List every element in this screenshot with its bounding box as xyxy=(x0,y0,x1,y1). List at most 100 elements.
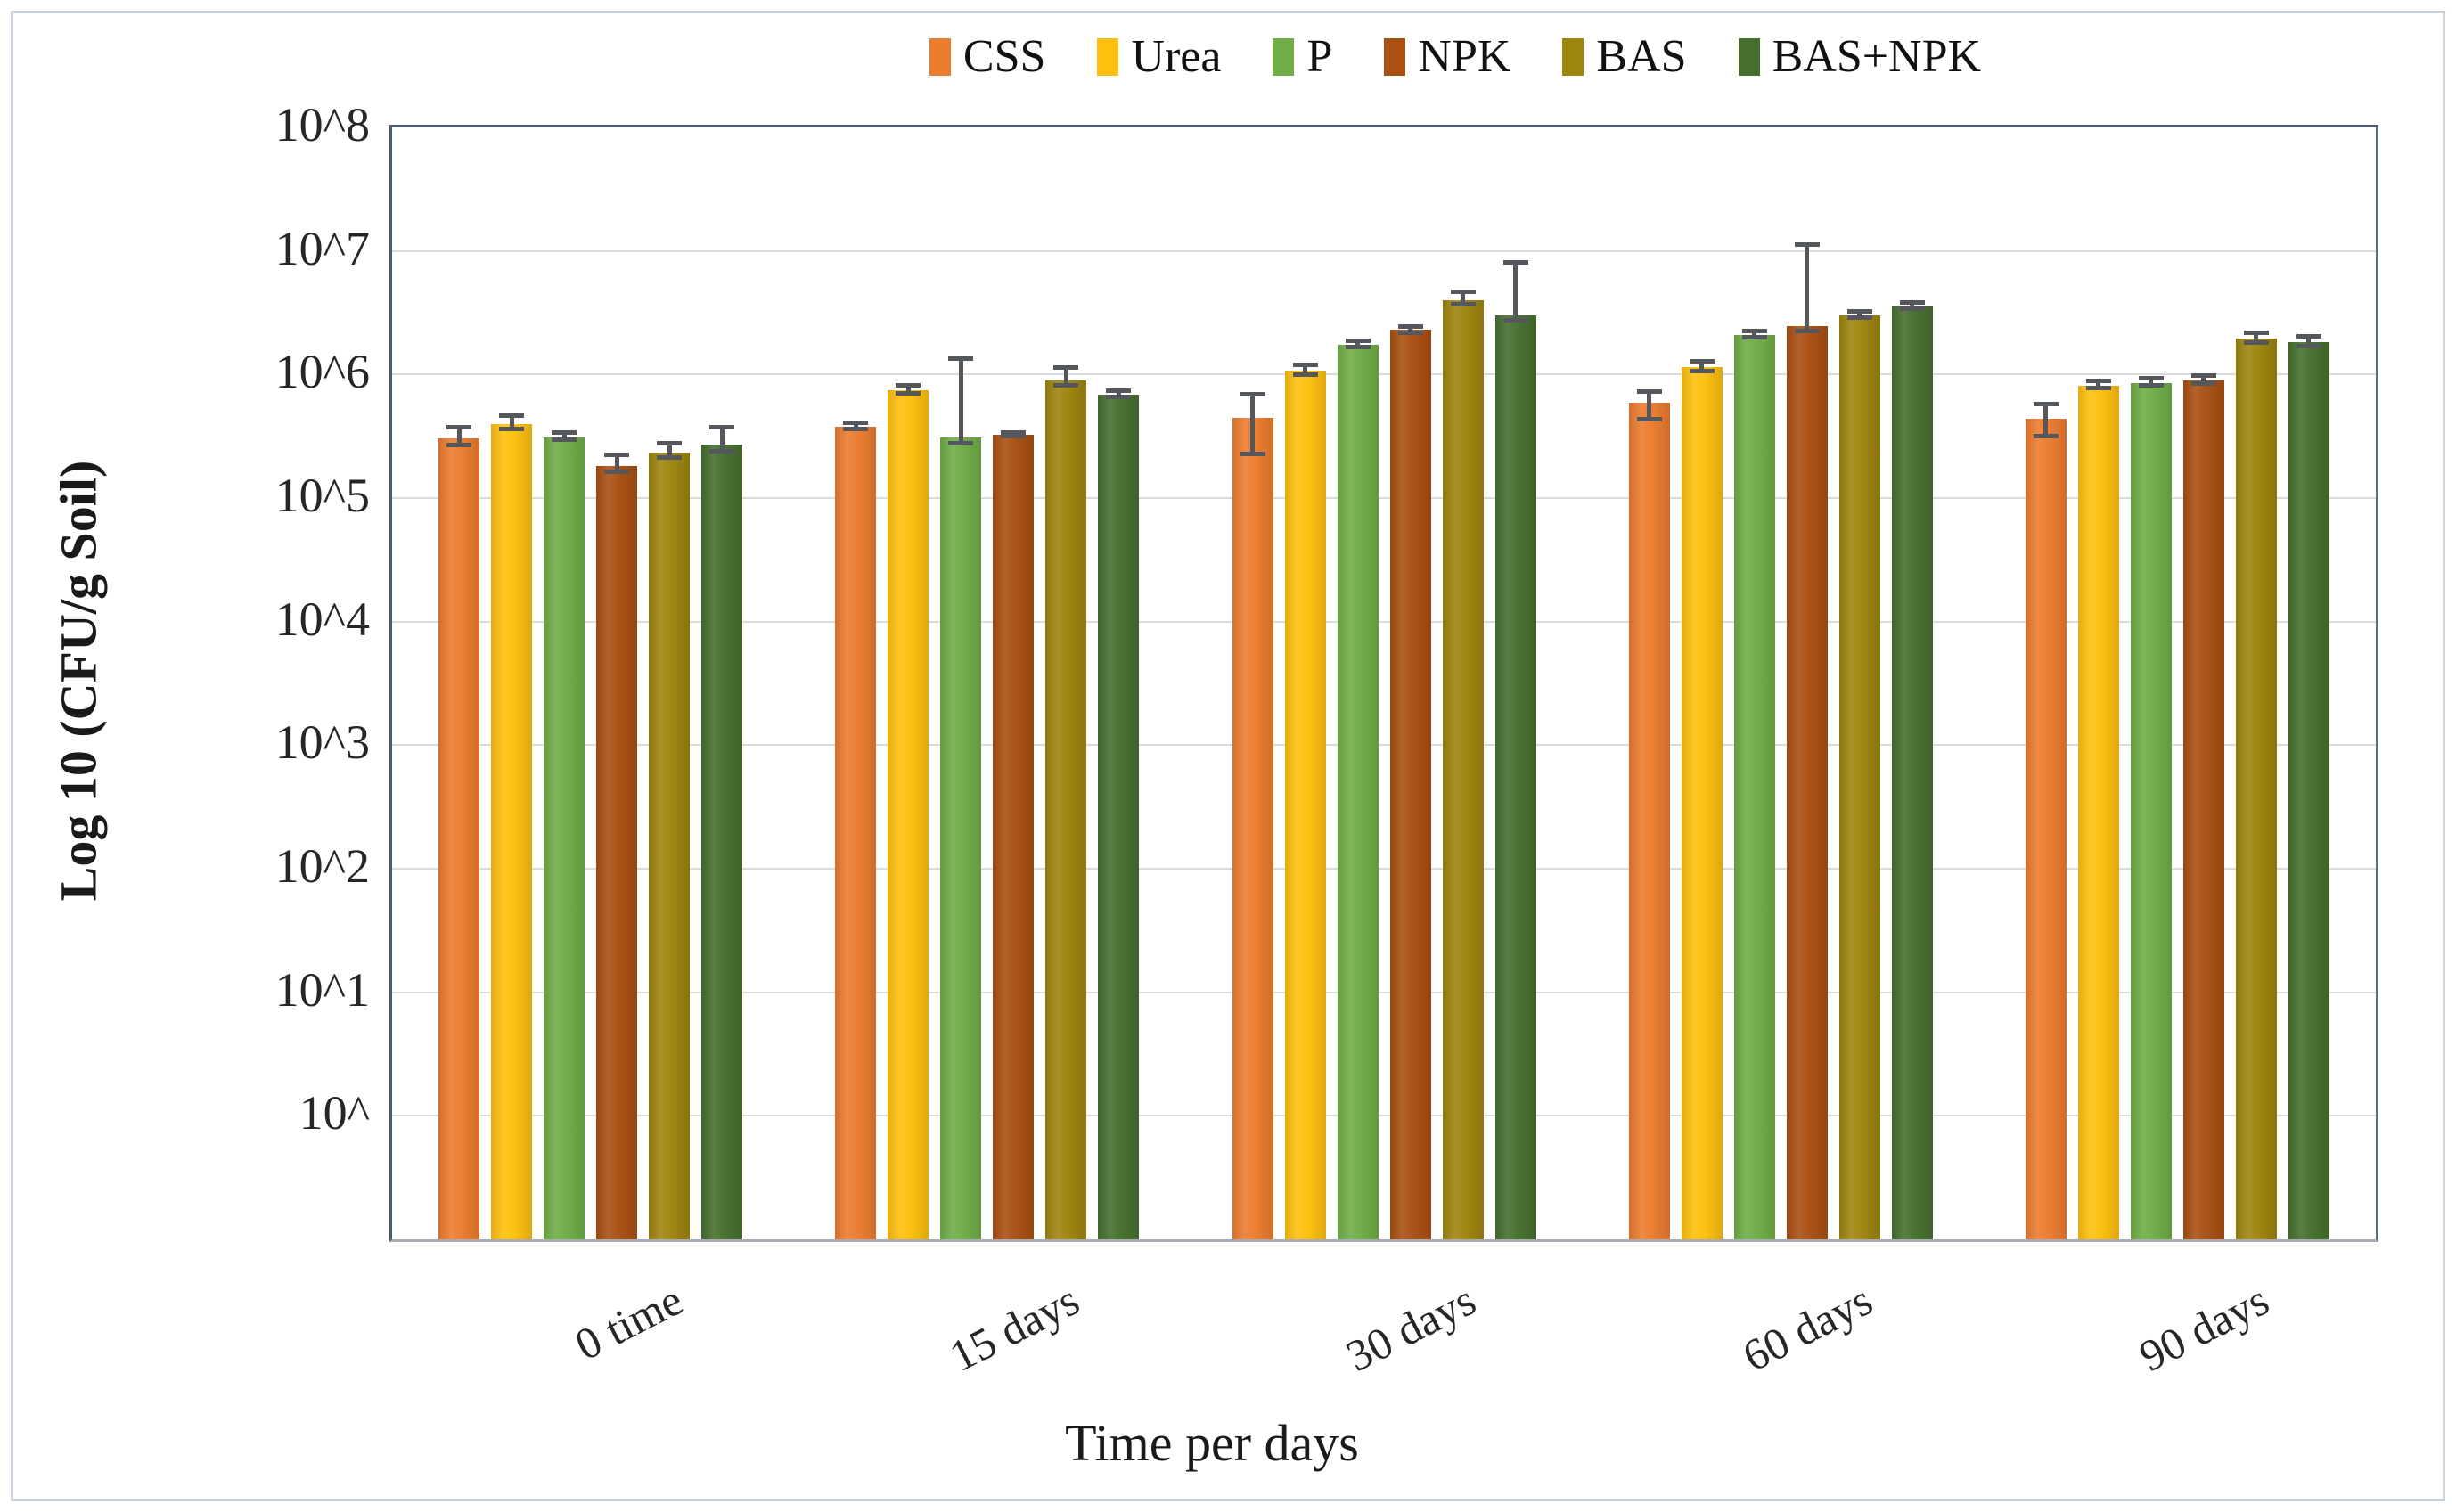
error-bar-cap xyxy=(604,452,630,457)
error-bar xyxy=(1461,291,1465,305)
error-bar-cap xyxy=(552,430,577,435)
legend-swatch-icon xyxy=(1273,38,1295,76)
legend-label: CSS xyxy=(962,31,1046,82)
y-tick-label-10^3: 10^3 xyxy=(274,715,370,770)
bar-css-30-days xyxy=(1232,417,1273,1239)
error-bar xyxy=(1116,390,1121,397)
gridline-10^0 xyxy=(392,1115,2376,1117)
y-tick-label-10^6: 10^6 xyxy=(274,345,370,399)
error-bar-cap xyxy=(1846,315,1872,321)
bar-urea-90-days xyxy=(2077,385,2119,1239)
bar-bas-0-time xyxy=(649,452,691,1239)
error-bar xyxy=(2043,404,2049,437)
error-bar xyxy=(1647,391,1652,420)
gridline-10^6 xyxy=(392,373,2376,376)
error-bar-cap xyxy=(2296,343,2321,348)
error-bar xyxy=(1408,326,1412,333)
error-bar xyxy=(719,427,725,452)
error-bar-cap xyxy=(1345,339,1371,344)
legend-item-bas-npk: BAS+NPK xyxy=(1738,34,1981,80)
bar-p-15-days xyxy=(940,437,982,1239)
error-bar-cap xyxy=(2085,386,2111,391)
error-bar-cap xyxy=(1292,372,1318,377)
error-bar-cap xyxy=(1794,242,1820,248)
error-bar-cap xyxy=(499,413,525,418)
bar-bas-15-days xyxy=(1045,380,1087,1239)
gridline-10^5 xyxy=(392,497,2376,499)
error-bar xyxy=(1805,244,1810,331)
bar-p-60-days xyxy=(1733,334,1775,1239)
gridline-10^1 xyxy=(392,991,2376,993)
error-bar-cap xyxy=(1292,362,1318,367)
bar-npk-0-time xyxy=(596,465,638,1239)
y-tick-label-10^5: 10^5 xyxy=(274,469,370,522)
error-bar xyxy=(1910,302,1915,309)
legend-swatch-icon xyxy=(1562,38,1584,76)
error-bar xyxy=(456,427,462,445)
error-bar-cap xyxy=(2138,375,2164,380)
error-bar-cap xyxy=(552,437,577,443)
error-bar-cap xyxy=(2033,434,2059,439)
error-bar xyxy=(2254,332,2259,343)
bar-css-15-days xyxy=(835,426,877,1239)
error-bar-cap xyxy=(2243,330,2269,335)
error-bar-cap xyxy=(896,383,921,388)
bar-bas-90-days xyxy=(2235,339,2277,1239)
bar-urea-30-days xyxy=(1284,371,1326,1239)
error-bar xyxy=(853,422,858,429)
bar-npk-15-days xyxy=(993,435,1035,1239)
error-bar-cap xyxy=(1397,330,1423,335)
bar-bas-npk-0-time xyxy=(701,445,743,1239)
error-bar-cap xyxy=(1106,388,1132,393)
error-bar-cap xyxy=(1053,383,1079,388)
bar-bas-npk-30-days xyxy=(1494,315,1536,1239)
bar-p-90-days xyxy=(2130,383,2172,1239)
bar-p-0-time xyxy=(544,437,585,1239)
error-bar-cap xyxy=(948,441,974,446)
bar-bas-npk-60-days xyxy=(1891,306,1933,1239)
error-bar xyxy=(2306,336,2312,347)
error-bar-cap xyxy=(1053,364,1079,370)
error-bar-cap xyxy=(1240,392,1265,397)
error-bar-cap xyxy=(1106,394,1132,399)
legend-label: NPK xyxy=(1418,31,1511,82)
error-bar-cap xyxy=(896,390,921,396)
gridline-10^7 xyxy=(392,249,2376,252)
error-bar-cap xyxy=(446,425,472,430)
error-bar-cap xyxy=(1450,301,1476,306)
legend-item-bas: BAS xyxy=(1562,34,1687,80)
bar-bas-30-days xyxy=(1442,300,1484,1239)
error-bar-cap xyxy=(709,425,735,430)
error-bar-cap xyxy=(843,426,869,431)
error-bar xyxy=(1303,364,1307,375)
error-bar-cap xyxy=(2190,380,2216,386)
error-bar xyxy=(1857,311,1862,318)
error-bar-cap xyxy=(1001,430,1027,435)
legend-swatch-icon xyxy=(1384,38,1406,76)
error-bar-cap xyxy=(2085,378,2111,383)
error-bar xyxy=(1355,340,1360,347)
error-bar-cap xyxy=(2296,333,2321,339)
error-bar-cap xyxy=(709,448,735,454)
error-bar xyxy=(1250,394,1255,454)
bar-bas-npk-15-days xyxy=(1098,394,1140,1239)
error-bar-cap xyxy=(1689,368,1715,373)
error-bar xyxy=(2149,378,2154,386)
error-bar xyxy=(2096,380,2101,388)
bar-css-60-days xyxy=(1628,403,1670,1239)
error-bar-cap xyxy=(604,470,630,475)
error-bar xyxy=(1699,361,1705,372)
error-bar-cap xyxy=(1001,434,1027,439)
legend-item-p: P xyxy=(1273,34,1332,80)
error-bar xyxy=(509,415,514,429)
legend-swatch-icon xyxy=(1097,38,1119,76)
error-bar xyxy=(1752,331,1757,338)
error-bar xyxy=(614,454,619,472)
bar-css-0-time xyxy=(438,438,480,1239)
error-bar-cap xyxy=(2243,339,2269,345)
error-bar-cap xyxy=(948,356,974,361)
bar-bas-npk-90-days xyxy=(2288,342,2329,1239)
y-tick-label-10^1: 10^1 xyxy=(274,962,370,1017)
bar-urea-0-time xyxy=(491,423,533,1239)
error-bar-cap xyxy=(1636,416,1662,421)
